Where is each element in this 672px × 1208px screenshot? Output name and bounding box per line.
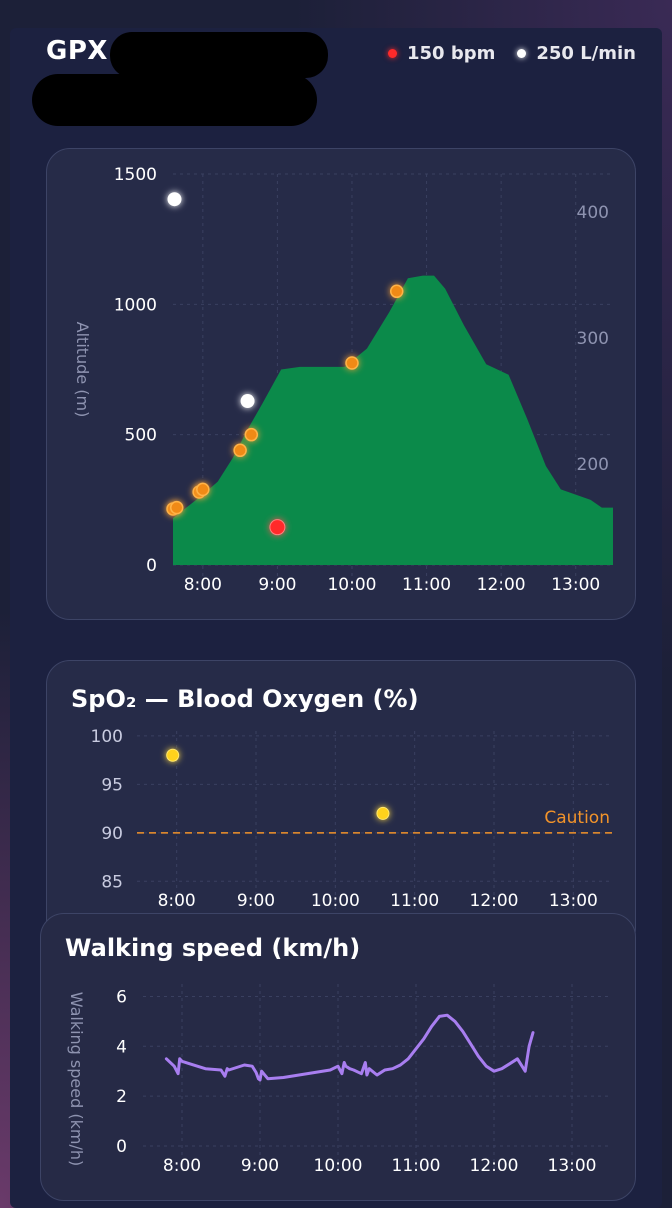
app-title: GPX: [46, 36, 108, 66]
flow-point: [240, 394, 255, 409]
speed-chart-title: Walking speed (km/h): [65, 934, 361, 962]
y-axis-label: Walking speed (km/h): [67, 992, 86, 1166]
x-tick-label: 8:00: [158, 891, 196, 911]
white-dot-icon: [517, 49, 527, 58]
x-tick-label: 11:00: [402, 575, 451, 595]
legend-label: 250 L/min: [536, 43, 636, 64]
orange-point: [233, 443, 247, 458]
y-tick-label: 85: [101, 872, 123, 892]
x-tick-label: 12:00: [470, 1156, 519, 1176]
flow-point: [167, 192, 182, 207]
orange-point: [169, 500, 184, 515]
legend: 150 bpm 250 L/min: [388, 43, 636, 64]
spo2-chart-card: SpO₂ — Blood Oxygen (%) 85 90 95 100 Caution…: [46, 660, 636, 952]
y-tick-label: 2: [116, 1087, 127, 1107]
x-tick-label: 8:00: [184, 575, 222, 595]
caution-label: Caution: [544, 808, 610, 828]
speed-line: [164, 1013, 535, 1082]
y-tick-label: 6: [116, 987, 127, 1007]
y-tick-label: 100: [91, 727, 123, 747]
orange-point: [345, 356, 359, 370]
redacted-block: [32, 74, 317, 126]
y-tick-label: 0: [116, 1137, 127, 1157]
altitude-area: [173, 275, 613, 565]
x-tick-label: 9:00: [241, 1156, 279, 1176]
header: GPX 150 bpm 250 L/min: [10, 28, 662, 138]
y-tick-label: 4: [116, 1037, 127, 1057]
legend-item-heart-rate[interactable]: 150 bpm: [388, 43, 495, 64]
legend-item-flow[interactable]: 250 L/min: [517, 43, 636, 64]
speed-chart-card: Walking speed (km/h) 8:00 9:00 10:00 11:00 1…: [40, 913, 636, 1201]
x-tick-label: 11:00: [392, 1156, 441, 1176]
orange-point: [389, 284, 404, 299]
legend-label: 150 bpm: [407, 43, 496, 64]
x-tick-label: 10:00: [311, 891, 360, 911]
x-tick-label: 8:00: [163, 1156, 201, 1176]
x-tick-label: 11:00: [390, 891, 439, 911]
x-tick-label: 12:00: [470, 891, 519, 911]
redacted-block: [110, 32, 328, 78]
y-tick-label: 1500: [114, 165, 157, 185]
x-tick-label: 13:00: [548, 1156, 597, 1176]
y2-tick-label: 300: [577, 329, 609, 349]
orange-point: [244, 427, 259, 442]
speed-chart: 8:00 9:00 10:00 11:00 12:00 13:00 0 2 4 6 Walking …: [67, 984, 611, 1176]
y-tick-label: 0: [146, 556, 157, 576]
heart-rate-point: [269, 519, 286, 536]
x-tick-label: 12:00: [477, 575, 526, 595]
x-tick-label: 13:00: [549, 891, 598, 911]
y-axis-label: Altitude (m): [73, 322, 92, 418]
spo2-chart: 85 90 95 100 Caution 8:00 9:00 10:00 11:00 12:00 1…: [91, 727, 613, 911]
app-window: GPX 150 bpm 250 L/min 0 500 1000 1500 200 300…: [10, 28, 662, 1208]
x-tick-label: 10:00: [327, 575, 376, 595]
x-tick-label: 9:00: [258, 575, 296, 595]
spo2-point: [166, 748, 180, 762]
y2-tick-label: 200: [577, 455, 609, 475]
y-tick-label: 1000: [114, 295, 157, 315]
x-tick-label: 9:00: [237, 891, 275, 911]
spo2-point: [376, 806, 390, 820]
y-tick-label: 90: [101, 824, 123, 844]
red-dot-icon: [388, 49, 397, 58]
spo2-chart-title: SpO₂ — Blood Oxygen (%): [71, 685, 419, 713]
y-tick-label: 95: [101, 775, 123, 795]
altitude-chart-card: 0 500 1000 1500 200 300 400 8:00 9:00 10:00 11:00 1…: [46, 148, 636, 620]
altitude-chart: 0 500 1000 1500 200 300 400 8:00 9:00 10:00 11:00 1…: [73, 165, 613, 595]
y2-tick-label: 400: [577, 203, 609, 223]
x-tick-label: 10:00: [314, 1156, 363, 1176]
x-tick-label: 13:00: [551, 575, 600, 595]
orange-point: [196, 482, 210, 497]
y-tick-label: 500: [125, 426, 157, 446]
